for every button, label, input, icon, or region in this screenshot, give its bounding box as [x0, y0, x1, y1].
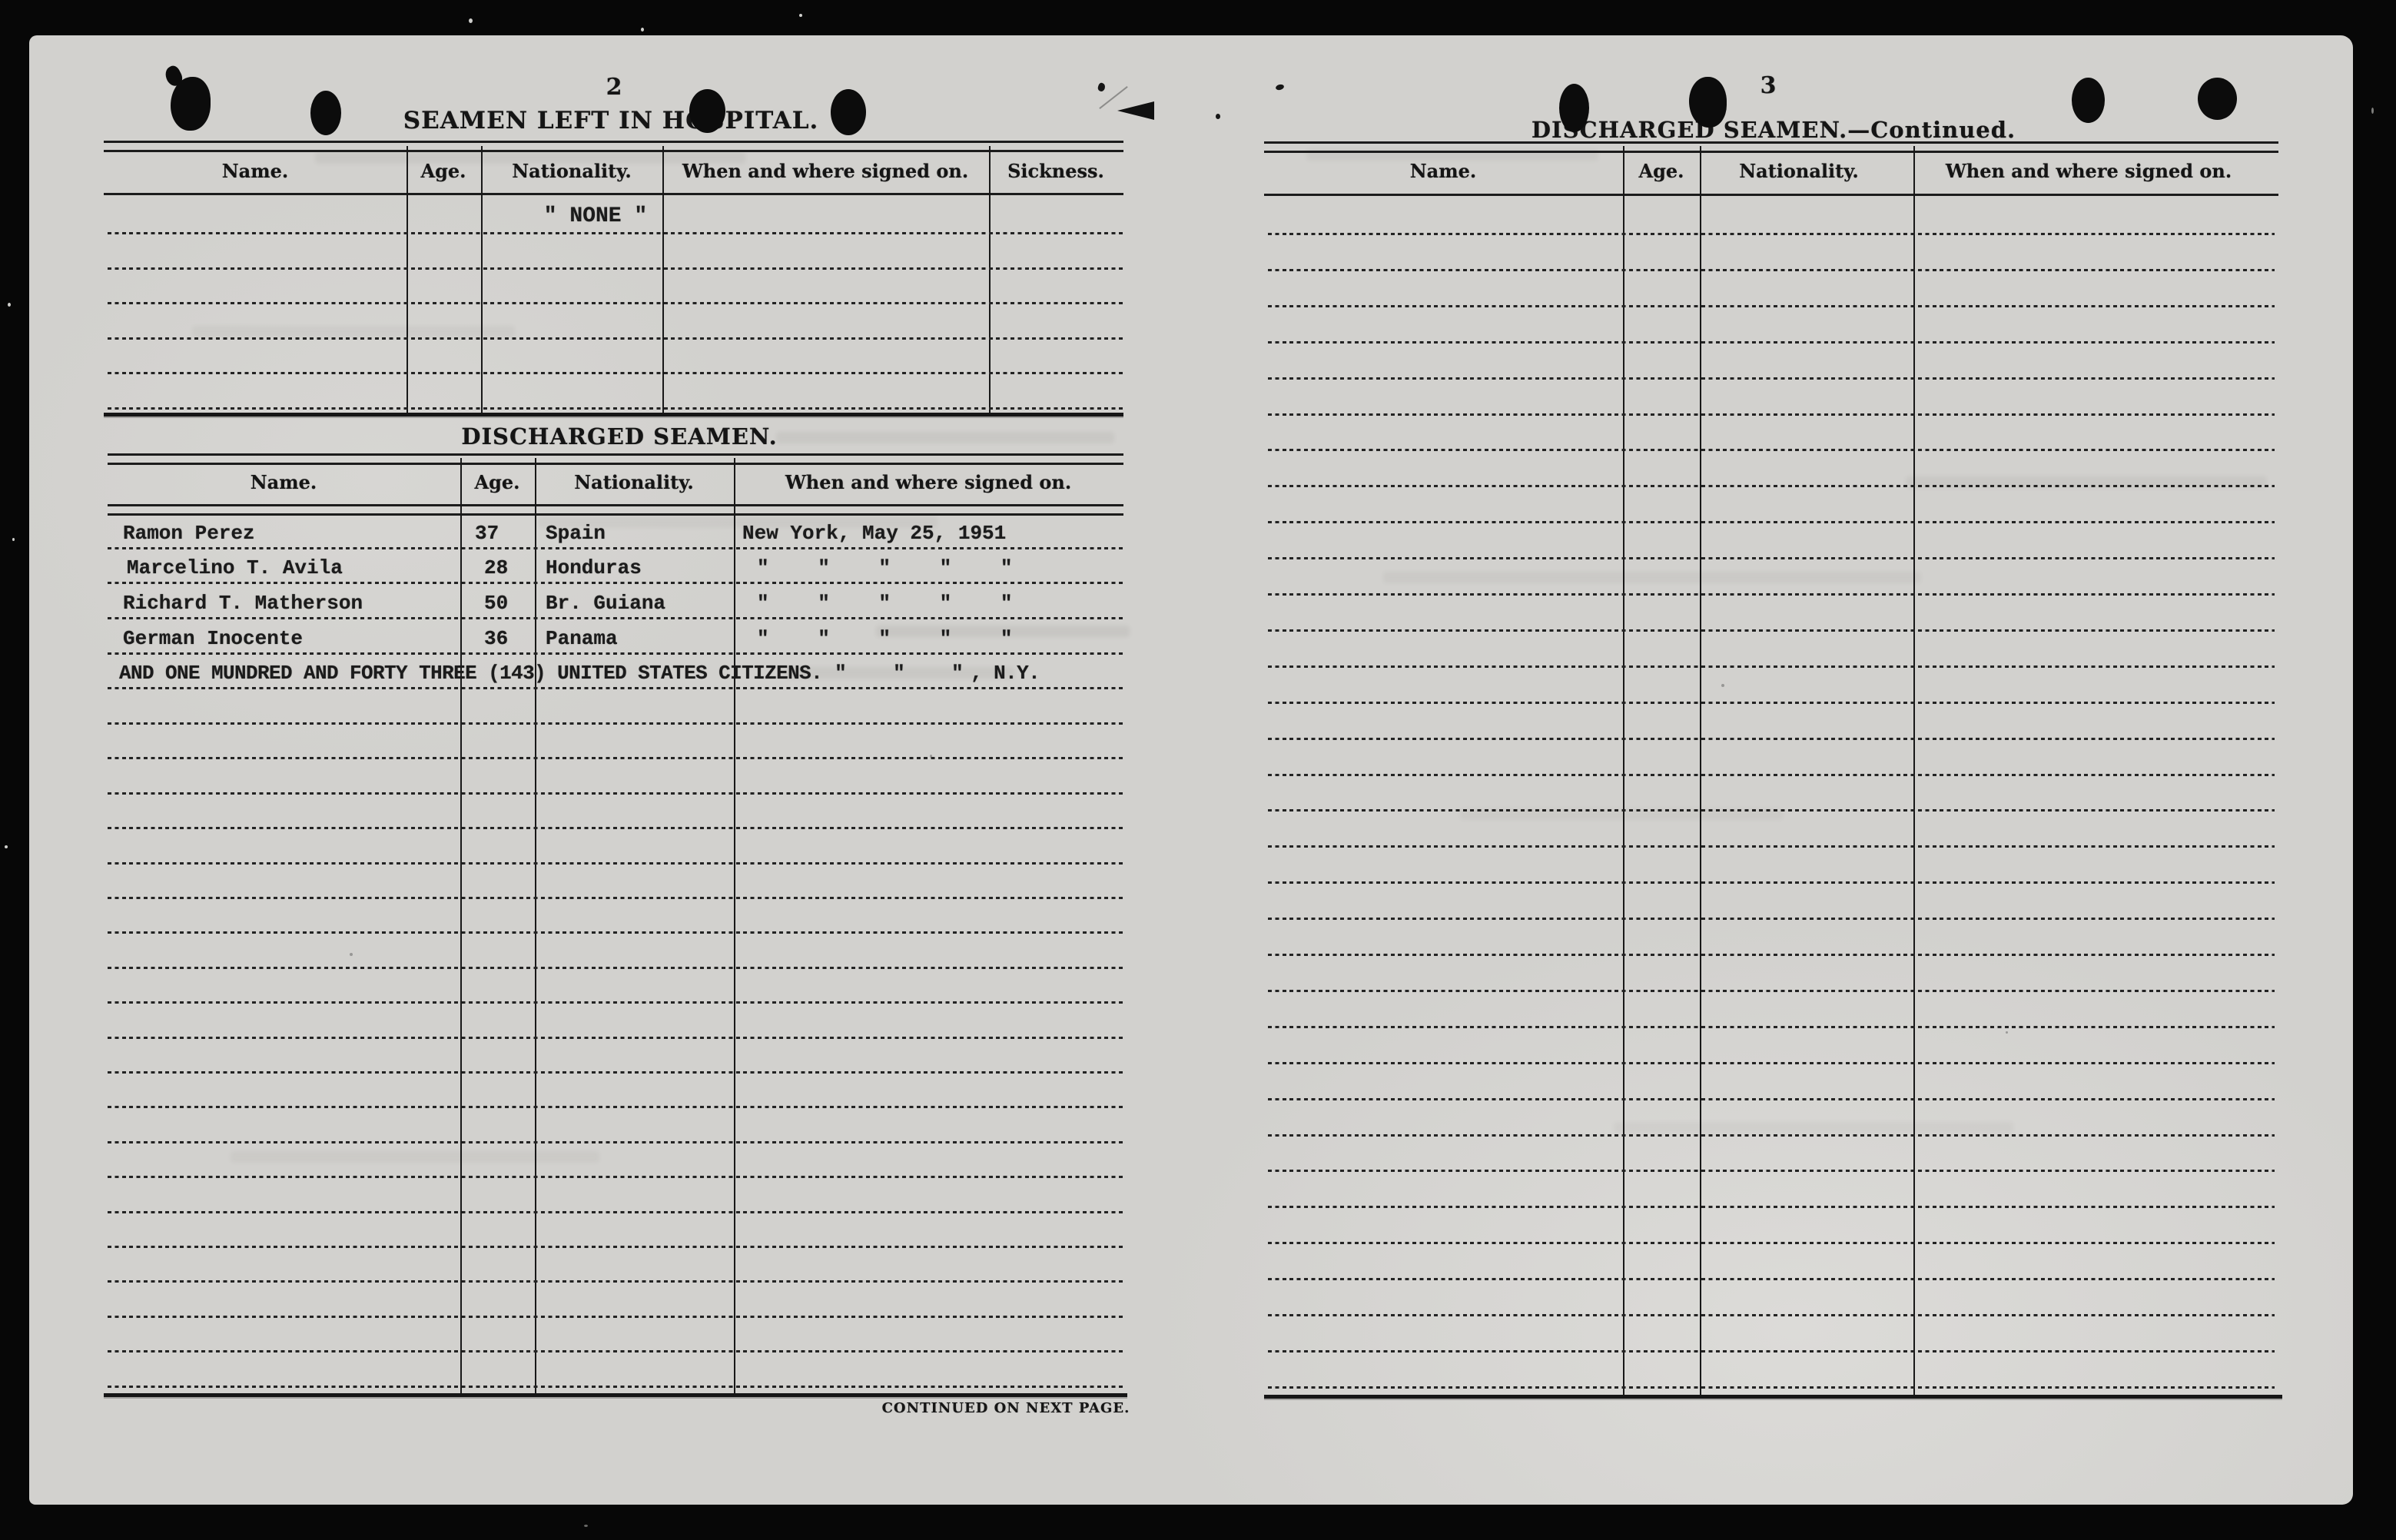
- row-name-cell: Ramon Perez: [123, 522, 255, 545]
- row-age-cell: 36: [484, 627, 509, 650]
- bleedthrough-smudge: [776, 432, 1114, 443]
- row-name-cell: Richard T. Matherson: [123, 592, 363, 615]
- paper-speck: [470, 1176, 473, 1178]
- summary-suffix: , N.Y.: [971, 662, 1040, 685]
- discharged-col-age: Age.: [474, 471, 520, 493]
- right-page-number: 3: [1760, 72, 1777, 99]
- scan-speck: [8, 303, 11, 307]
- left-page-title: SEAMEN LEFT IN HOSPITAL.: [403, 107, 819, 134]
- discharged-vsep-3: [734, 458, 735, 1394]
- bleedthrough-smudge: [192, 326, 515, 337]
- hospital-vsep-2: [481, 146, 483, 415]
- manifest-spread-page: [29, 35, 2353, 1505]
- row-name-cell: German Inocente: [123, 627, 304, 650]
- discharged-col-signed-on: When and where signed on.: [785, 471, 1072, 493]
- discharged-section-title: DISCHARGED SEAMEN.: [461, 423, 778, 450]
- continued-vsep-2: [1700, 146, 1701, 1396]
- continued-table-bottom-rule: [1264, 1395, 2282, 1399]
- hospital-none-entry: " NONE ": [543, 204, 648, 228]
- hole-punch: [1559, 84, 1589, 132]
- hospital-col-age: Age.: [420, 160, 466, 182]
- ink-mark: [1216, 114, 1220, 119]
- hospital-col-nationality: Nationality.: [512, 160, 632, 182]
- hole-punch: [2072, 78, 2105, 123]
- scan-speck: [799, 14, 802, 17]
- discharged-header-rule: [108, 504, 1123, 516]
- continued-table-top-rule: [1264, 141, 2278, 153]
- scan-speck: [584, 1525, 588, 1527]
- row-age-cell: 50: [484, 592, 509, 615]
- bleedthrough-smudge: [876, 626, 1130, 637]
- continued-col-age: Age.: [1638, 160, 1684, 182]
- hole-punch: [310, 91, 341, 135]
- row-nationality-cell: Spain: [546, 522, 606, 545]
- discharged-vsep-2: [535, 458, 536, 1394]
- scan-speck: [641, 28, 644, 32]
- discharged-table-top-rule: [108, 453, 1123, 465]
- paper-speck: [1721, 684, 1724, 687]
- continued-header-rule: [1264, 194, 2278, 196]
- hospital-table-bottom-rule: [104, 413, 1123, 417]
- discharged-col-name: Name.: [250, 471, 317, 493]
- continued-col-nationality: Nationality.: [1739, 160, 1859, 182]
- continued-note: CONTINUED ON NEXT PAGE.: [881, 1400, 1130, 1416]
- hospital-col-sickness: Sickness.: [1007, 160, 1104, 182]
- scan-speck: [469, 18, 473, 23]
- hospital-header-rule: [104, 193, 1123, 195]
- hospital-table-top-rule: [104, 141, 1123, 152]
- row-age-cell: 28: [484, 556, 509, 579]
- row-nationality-cell: Panama: [546, 627, 618, 650]
- row-nationality-cell: Br. Guiana: [546, 592, 666, 615]
- hospital-vsep-4: [989, 146, 991, 415]
- hole-punch: [689, 89, 725, 133]
- right-page-title: DISCHARGED SEAMEN.—Continued.: [1531, 117, 2016, 143]
- paper-speck: [2006, 1031, 2008, 1034]
- hospital-col-name: Name.: [221, 160, 289, 182]
- row-name-cell: Marcelino T. Avila: [127, 556, 343, 579]
- hospital-col-signed-on: When and where signed on.: [682, 160, 969, 182]
- scan-speck: [12, 538, 15, 541]
- discharged-col-nationality: Nationality.: [574, 471, 694, 493]
- hospital-vsep-1: [407, 146, 408, 415]
- bleedthrough-smudge: [315, 152, 745, 164]
- row-nationality-cell: Honduras: [546, 556, 642, 579]
- row-age-cell: 37: [475, 522, 499, 545]
- paper-speck: [930, 755, 932, 758]
- bleedthrough-smudge: [1906, 476, 2267, 488]
- hole-punch: [2198, 78, 2237, 120]
- scan-speck: [5, 845, 8, 848]
- row-signed-on-ditto-cell: " " " " ": [757, 592, 1013, 615]
- bleedthrough-smudge: [1383, 572, 1921, 583]
- summary-dittos: " " ": [835, 662, 964, 685]
- hole-punch: [831, 89, 866, 135]
- bleedthrough-smudge: [1306, 149, 1598, 161]
- bleedthrough-smudge: [784, 667, 1014, 679]
- bleedthrough-smudge: [231, 1151, 599, 1163]
- scan-speck: [2371, 108, 2374, 114]
- hole-punch: [1689, 77, 1727, 128]
- bleedthrough-smudge: [1460, 808, 1783, 820]
- bleedthrough-smudge: [538, 516, 937, 528]
- row-signed-on-ditto-cell: " " " " ": [757, 556, 1013, 579]
- left-page-number: 2: [606, 74, 622, 101]
- continued-col-signed-on: When and where signed on.: [1945, 160, 2232, 182]
- discharged-table-bottom-rule: [104, 1393, 1127, 1397]
- hole-punch: [162, 63, 211, 131]
- continued-col-name: Name.: [1409, 160, 1477, 182]
- ink-arrow-mark: [1117, 101, 1154, 120]
- paper-speck: [350, 953, 353, 956]
- summary-text: AND ONE MUNDRED AND FORTY THREE (143) UN…: [119, 662, 823, 685]
- row-signed-on-cell: New York, May 25, 1951: [742, 522, 1007, 545]
- continued-vsep-3: [1913, 146, 1915, 1396]
- continued-vsep-1: [1623, 146, 1624, 1396]
- bleedthrough-smudge: [1614, 1122, 2013, 1133]
- summary-row: AND ONE MUNDRED AND FORTY THREE (143) UN…: [119, 662, 1040, 685]
- discharged-vsep-1: [460, 458, 462, 1394]
- hospital-vsep-3: [662, 146, 664, 415]
- row-signed-on-ditto-cell: " " " " ": [757, 627, 1013, 650]
